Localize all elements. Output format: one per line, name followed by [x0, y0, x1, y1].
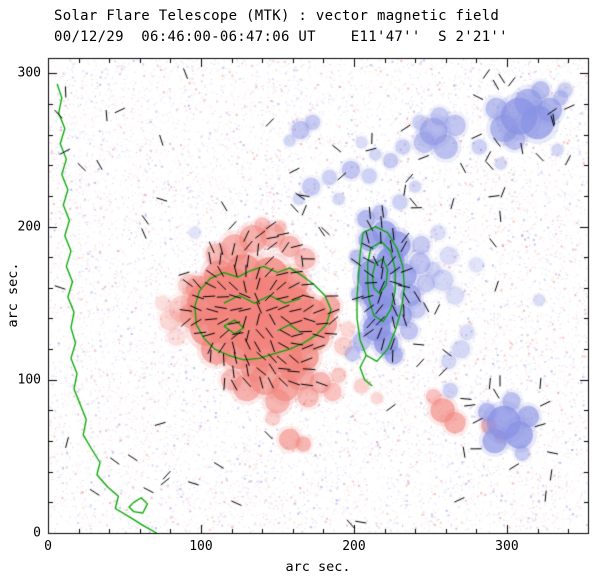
- y-tick-label: 300: [17, 65, 41, 81]
- y-tick-label: 100: [17, 372, 41, 388]
- y-tick-label: 200: [17, 219, 41, 235]
- figure-subtitle: 00/12/29 06:46:00-06:47:06 UT E11'47'' S…: [54, 29, 508, 45]
- x-tick-label: 100: [189, 539, 213, 554]
- figure-title: Solar Flare Telescope (MTK) : vector mag…: [54, 8, 500, 24]
- y-tick-label: 0: [33, 525, 41, 541]
- x-axis-label: arc sec.: [285, 559, 351, 575]
- x-tick-label: 200: [342, 539, 366, 554]
- x-tick-label: 300: [495, 539, 519, 554]
- y-axis-label: arc sec.: [5, 262, 21, 328]
- x-tick-label: 0: [44, 539, 52, 554]
